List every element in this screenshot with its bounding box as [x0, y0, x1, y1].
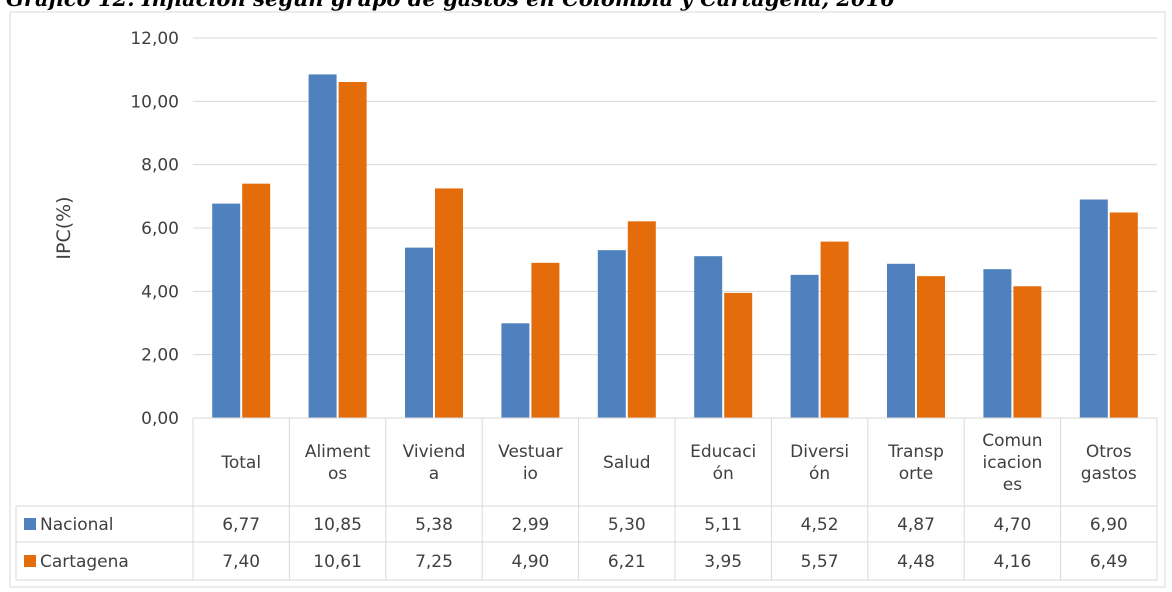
data-label: 6,21	[608, 552, 646, 572]
bar-cartagena	[917, 276, 945, 418]
data-label: 4,87	[897, 515, 935, 535]
bar-nacional	[212, 203, 241, 418]
data-label: 4,48	[897, 552, 935, 572]
chart-title: Gráfico 12. Inflación según grupo de gas…	[6, 0, 895, 11]
category-label: Vestuar io	[498, 442, 562, 484]
data-label: 7,25	[415, 552, 453, 572]
category-label: Viviend a	[403, 442, 466, 484]
y-tick-label: 4,00	[141, 282, 179, 302]
bar-cartagena	[627, 221, 656, 418]
data-label: 10,85	[313, 515, 362, 535]
y-tick-label: 0,00	[141, 409, 179, 429]
legend-label: Nacional	[40, 515, 114, 535]
y-axis-label: IPC(%)	[53, 196, 75, 259]
data-label: 4,90	[511, 552, 549, 572]
bar-cartagena	[1013, 286, 1042, 418]
y-tick-label: 6,00	[141, 219, 179, 239]
category-label: Total	[220, 453, 261, 473]
data-label: 2,99	[511, 515, 549, 535]
legend-label: Cartagena	[40, 552, 129, 572]
category-label: Otros gastos	[1081, 442, 1137, 484]
data-label: 3,95	[704, 552, 742, 572]
category-label: Diversi ón	[790, 442, 849, 484]
category-label: Comun icacion es	[982, 431, 1042, 495]
bar-nacional	[1079, 199, 1108, 418]
data-label: 4,52	[801, 515, 839, 535]
bar-nacional	[597, 250, 626, 418]
bar-nacional	[887, 263, 915, 418]
bar-cartagena	[1109, 212, 1138, 418]
y-tick-label: 10,00	[130, 92, 179, 112]
data-label: 5,30	[608, 515, 646, 535]
data-label: 4,70	[993, 515, 1031, 535]
chart-frame	[9, 11, 1166, 588]
bar-cartagena	[338, 82, 367, 419]
category-label: Aliment os	[305, 442, 371, 484]
y-tick-label: 2,00	[141, 346, 179, 366]
bar-nacional	[405, 247, 433, 418]
legend-swatch	[24, 555, 36, 567]
data-label: 10,61	[313, 552, 362, 572]
category-label: Transp orte	[887, 442, 944, 484]
bar-nacional	[790, 274, 819, 418]
y-tick-label: 8,00	[141, 156, 179, 176]
category-label: Salud	[603, 453, 651, 473]
bar-cartagena	[724, 292, 753, 418]
bar-nacional	[983, 269, 1012, 418]
bar-nacional	[308, 74, 337, 419]
y-tick-label: 12,00	[130, 29, 179, 49]
bar-cartagena	[820, 241, 849, 418]
bar-cartagena	[242, 183, 271, 418]
data-label: 6,90	[1090, 515, 1128, 535]
data-label: 5,38	[415, 515, 453, 535]
data-label: 5,11	[704, 515, 742, 535]
bar-cartagena	[531, 262, 560, 418]
data-label: 7,40	[222, 552, 260, 572]
data-label: 6,77	[222, 515, 260, 535]
bar-nacional	[694, 256, 723, 418]
legend-swatch	[24, 518, 36, 530]
data-label: 5,57	[801, 552, 839, 572]
data-label: 4,16	[993, 552, 1031, 572]
bar-cartagena	[435, 188, 463, 418]
category-label: Educaci ón	[690, 442, 756, 484]
bar-nacional	[501, 323, 530, 418]
data-label: 6,49	[1090, 552, 1128, 572]
